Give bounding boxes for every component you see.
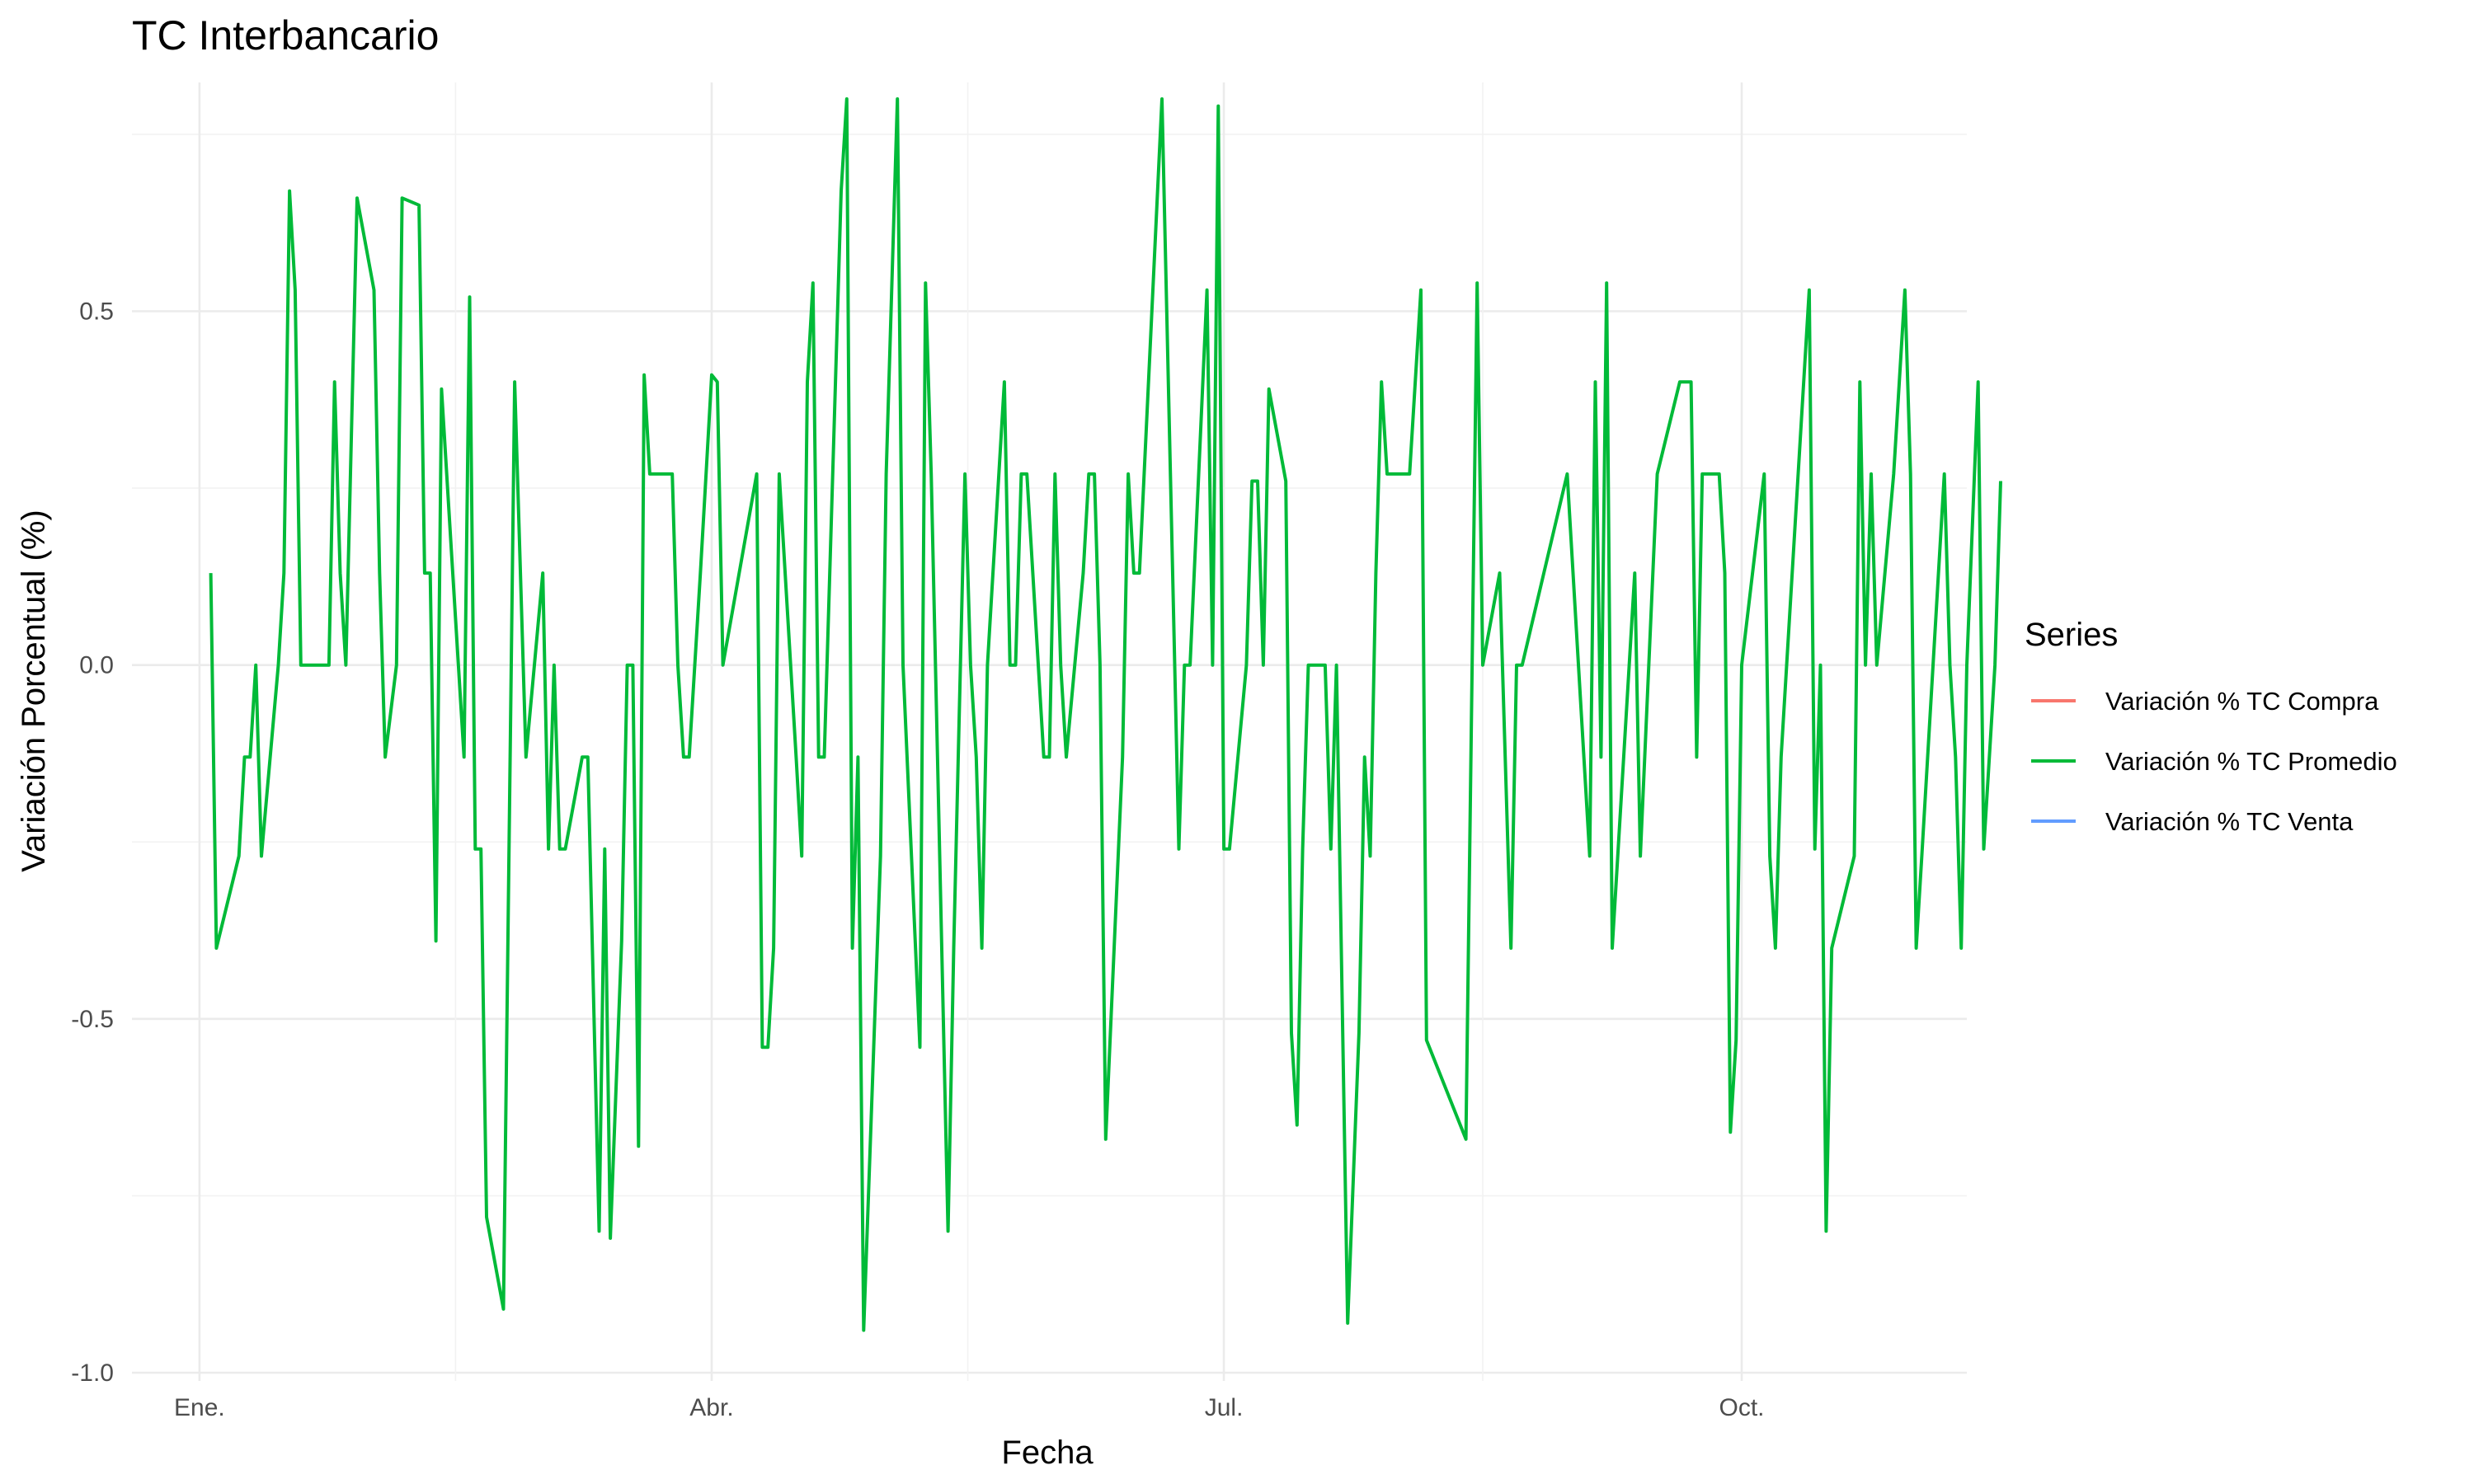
- y-axis-title: Variación Porcentual (%): [16, 510, 52, 871]
- legend-label-0: Variación % TC Compra: [2105, 687, 2379, 716]
- y-tick-label: 0.5: [79, 298, 114, 326]
- x-tick-label: Abr.: [689, 1394, 733, 1421]
- y-tick-label: -1.0: [71, 1360, 114, 1387]
- y-tick-label: 0.0: [79, 652, 114, 679]
- series-line-0: [209, 97, 2002, 1332]
- series-lines: [209, 97, 2002, 1332]
- x-tick-label: Jul.: [1205, 1394, 1244, 1421]
- y-tick-label: -0.5: [71, 1006, 114, 1033]
- legend: Series Variación % TC Compra Variación % …: [2025, 617, 2397, 836]
- x-axis-ticks: Ene. Abr. Jul. Oct.: [174, 1394, 1764, 1421]
- legend-title: Series: [2025, 617, 2118, 653]
- x-axis-title: Fecha: [1001, 1435, 1094, 1471]
- legend-label-2: Variación % TC Venta: [2105, 807, 2354, 836]
- chart-title: TC Interbancario: [132, 12, 439, 59]
- x-tick-label: Ene.: [174, 1394, 225, 1421]
- legend-label-1: Variación % TC Promedio: [2105, 747, 2397, 776]
- y-axis-ticks: -1.0 -0.5 0.0 0.5: [71, 298, 114, 1388]
- x-tick-label: Oct.: [1719, 1394, 1764, 1421]
